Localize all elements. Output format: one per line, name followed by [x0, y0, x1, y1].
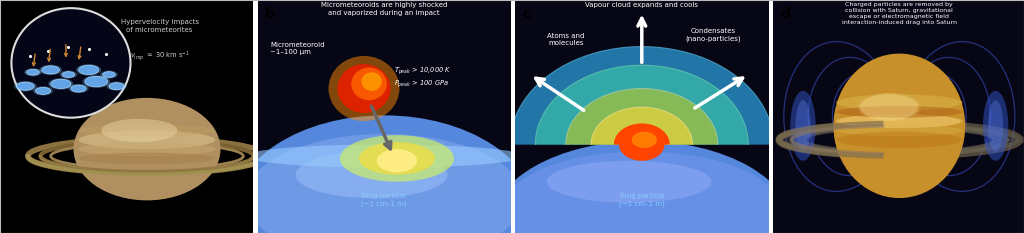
- Polygon shape: [565, 89, 718, 144]
- Ellipse shape: [983, 91, 1009, 161]
- Text: d: d: [780, 7, 791, 21]
- Ellipse shape: [42, 66, 59, 74]
- Ellipse shape: [836, 114, 963, 128]
- Ellipse shape: [857, 93, 921, 121]
- Text: Ring particle
(−1 cm–1 m): Ring particle (−1 cm–1 m): [361, 193, 408, 207]
- Polygon shape: [565, 89, 718, 144]
- Ellipse shape: [839, 94, 961, 111]
- Ellipse shape: [839, 114, 961, 128]
- Text: Vapour cloud expands and cools: Vapour cloud expands and cools: [586, 2, 698, 8]
- Text: Atoms and
molecules: Atoms and molecules: [547, 33, 585, 46]
- Ellipse shape: [79, 153, 215, 164]
- Polygon shape: [614, 123, 670, 144]
- Ellipse shape: [27, 69, 39, 75]
- Ellipse shape: [82, 75, 111, 88]
- Ellipse shape: [632, 132, 657, 148]
- Ellipse shape: [25, 68, 42, 76]
- Ellipse shape: [79, 130, 215, 149]
- Ellipse shape: [340, 135, 454, 182]
- Polygon shape: [536, 65, 749, 144]
- Ellipse shape: [836, 125, 963, 136]
- Polygon shape: [510, 47, 773, 144]
- Text: Condensates
(nano-particles): Condensates (nano-particles): [685, 28, 740, 42]
- Circle shape: [337, 64, 390, 113]
- Ellipse shape: [69, 84, 89, 93]
- Polygon shape: [536, 65, 749, 144]
- Ellipse shape: [39, 65, 62, 75]
- Ellipse shape: [79, 65, 99, 75]
- Ellipse shape: [14, 81, 37, 92]
- Ellipse shape: [50, 79, 71, 89]
- Ellipse shape: [62, 72, 75, 77]
- Ellipse shape: [836, 106, 963, 118]
- Ellipse shape: [109, 83, 124, 90]
- Ellipse shape: [296, 151, 447, 198]
- Ellipse shape: [245, 134, 523, 233]
- Ellipse shape: [358, 142, 435, 175]
- Text: a: a: [7, 7, 17, 21]
- Ellipse shape: [106, 82, 127, 91]
- Ellipse shape: [860, 94, 919, 120]
- Ellipse shape: [76, 64, 101, 76]
- Ellipse shape: [988, 100, 1004, 151]
- Circle shape: [351, 68, 387, 100]
- Polygon shape: [591, 107, 692, 144]
- Text: $v_{imp}$ $\approx$ 30 km s$^{-1}$: $v_{imp}$ $\approx$ 30 km s$^{-1}$: [130, 49, 189, 63]
- Ellipse shape: [48, 78, 74, 90]
- Circle shape: [361, 72, 382, 91]
- Circle shape: [11, 8, 130, 118]
- Ellipse shape: [377, 149, 417, 172]
- Ellipse shape: [85, 76, 108, 87]
- Ellipse shape: [36, 87, 51, 94]
- Text: Ring particle
(−1 cm–1 m): Ring particle (−1 cm–1 m): [618, 193, 665, 207]
- Ellipse shape: [836, 132, 963, 148]
- Ellipse shape: [79, 125, 215, 136]
- Ellipse shape: [503, 151, 781, 233]
- Text: Micrometeoroids are highly shocked
and vaporized during an impact: Micrometeoroids are highly shocked and v…: [322, 2, 447, 16]
- Ellipse shape: [102, 72, 116, 77]
- Ellipse shape: [101, 119, 177, 142]
- Ellipse shape: [839, 106, 961, 118]
- Polygon shape: [779, 123, 1020, 156]
- Ellipse shape: [100, 71, 118, 79]
- Ellipse shape: [836, 56, 963, 196]
- Ellipse shape: [839, 132, 961, 148]
- Polygon shape: [614, 123, 670, 144]
- Text: $T_{peak}$ > 10,000 K
$P_{peak}$ > 100 GPa: $T_{peak}$ > 10,000 K $P_{peak}$ > 100 G…: [394, 65, 452, 90]
- Text: Charged particles are removed by
collision with Saturn, gravitational
escape or : Charged particles are removed by collisi…: [842, 2, 956, 25]
- Ellipse shape: [71, 85, 86, 92]
- Text: Hypervelocity impacts
of micrometeorites: Hypervelocity impacts of micrometeorites: [121, 19, 199, 33]
- Ellipse shape: [16, 82, 34, 90]
- Ellipse shape: [547, 161, 712, 203]
- Ellipse shape: [245, 144, 523, 168]
- Ellipse shape: [33, 86, 53, 96]
- Ellipse shape: [791, 91, 816, 161]
- Ellipse shape: [59, 71, 77, 79]
- Ellipse shape: [232, 115, 537, 233]
- Ellipse shape: [834, 54, 966, 198]
- Ellipse shape: [79, 142, 215, 156]
- Text: b: b: [265, 7, 275, 21]
- Text: Micrometeoroid
~1–100 μm: Micrometeoroid ~1–100 μm: [270, 42, 325, 55]
- Ellipse shape: [618, 128, 665, 161]
- Ellipse shape: [796, 100, 811, 151]
- Ellipse shape: [74, 98, 220, 200]
- Polygon shape: [510, 47, 773, 144]
- Ellipse shape: [489, 141, 794, 233]
- Ellipse shape: [836, 94, 963, 111]
- Text: c: c: [522, 7, 530, 21]
- Polygon shape: [591, 107, 692, 144]
- Polygon shape: [792, 126, 1007, 154]
- Circle shape: [329, 56, 399, 121]
